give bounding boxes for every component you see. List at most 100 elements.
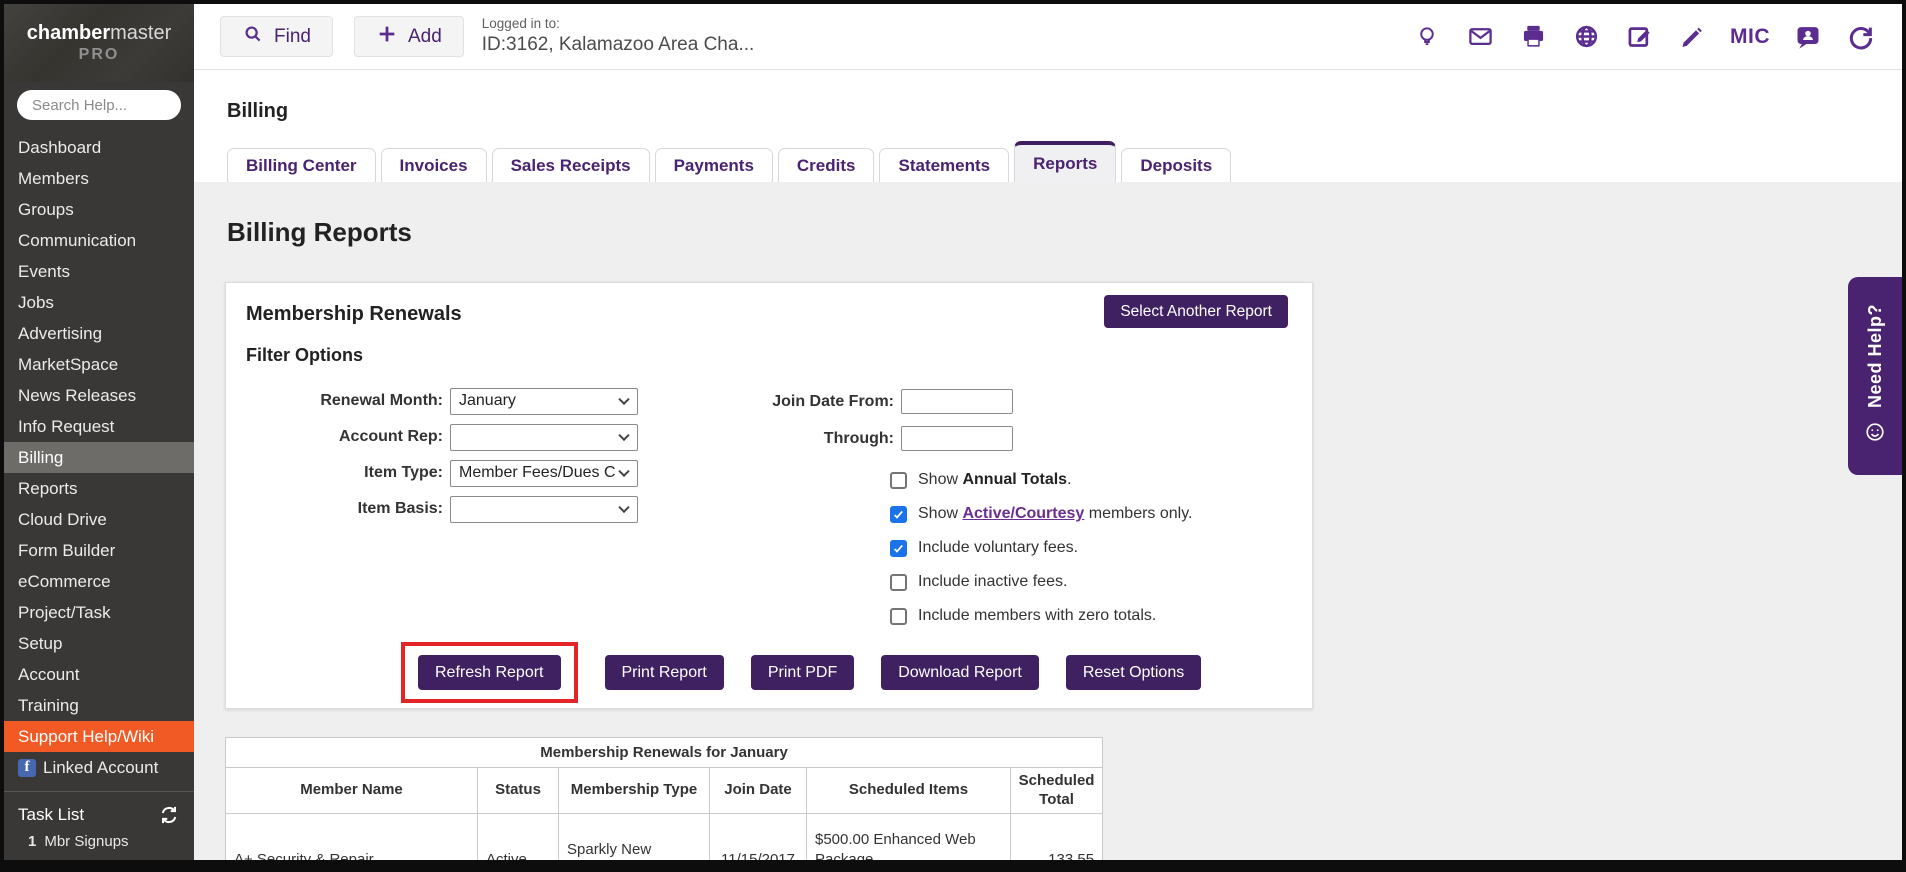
- need-help-label: Need Help?: [1864, 304, 1885, 409]
- task-list-item[interactable]: 1 Mbr Signups: [18, 833, 180, 850]
- sidebar-item-billing[interactable]: Billing: [4, 442, 194, 473]
- account-rep-label: Account Rep:: [339, 428, 443, 445]
- show-active-courtesy-checkbox[interactable]: [890, 505, 907, 523]
- printer-icon[interactable]: [1518, 22, 1548, 52]
- logo-text: chambermaster: [26, 22, 172, 44]
- download-report-button[interactable]: Download Report: [881, 655, 1039, 690]
- tab-sales-receipts[interactable]: Sales Receipts: [491, 148, 650, 182]
- topbar: Find Add Logged in to: ID:3162, Kalamazo…: [194, 4, 1902, 70]
- sidebar-item-advertising[interactable]: Advertising: [18, 324, 103, 343]
- sidebar-item-ecommerce[interactable]: eCommerce: [18, 572, 111, 591]
- logo-pro-label: PRO: [78, 46, 120, 63]
- sidebar-item-jobs[interactable]: Jobs: [18, 293, 54, 312]
- reset-options-button[interactable]: Reset Options: [1065, 655, 1202, 690]
- sidebar-divider: [4, 791, 194, 792]
- sidebar-item-reports[interactable]: Reports: [18, 479, 78, 498]
- membership-renewals-table: Membership Renewals for January Member N…: [224, 737, 1104, 860]
- globe-icon[interactable]: [1571, 22, 1601, 52]
- sidebar-item-linked-account[interactable]: f Linked Account: [4, 752, 194, 783]
- sidebar-item-support-help-wiki[interactable]: Support Help/Wiki: [4, 721, 194, 752]
- sync-icon[interactable]: [158, 804, 180, 826]
- lightbulb-icon[interactable]: [1412, 22, 1442, 52]
- refresh-icon[interactable]: [1846, 22, 1876, 52]
- tab-deposits[interactable]: Deposits: [1121, 148, 1232, 182]
- tab-payments[interactable]: Payments: [654, 148, 773, 182]
- sidebar-item-marketspace[interactable]: MarketSpace: [18, 355, 119, 374]
- logged-in-prefix: Logged in to:: [481, 16, 560, 32]
- join-date-from-input[interactable]: [901, 389, 1013, 414]
- sidebar-item-training[interactable]: Training: [18, 696, 79, 715]
- sidebar-item-cloud-drive[interactable]: Cloud Drive: [18, 510, 107, 529]
- smiley-icon: [1864, 421, 1886, 448]
- col-member-name: Member Name: [225, 767, 478, 814]
- item-type-select[interactable]: Member Fees/Dues C: [450, 459, 638, 487]
- sidebar-item-setup[interactable]: Setup: [18, 634, 63, 653]
- account-rep-select[interactable]: [450, 423, 638, 451]
- item-basis-label: Item Basis:: [357, 500, 443, 517]
- report-filter-panel: Membership Renewals Select Another Repor…: [225, 282, 1313, 709]
- item-basis-select[interactable]: [450, 495, 638, 523]
- col-membership-type: Membership Type: [558, 767, 710, 814]
- chat-person-icon[interactable]: [1793, 22, 1823, 52]
- col-scheduled-items: Scheduled Items: [806, 767, 1011, 814]
- sidebar-item-communication[interactable]: Communication: [18, 231, 137, 250]
- col-status: Status: [477, 767, 559, 814]
- cell-member-name: A+ Security & Repair: [225, 813, 478, 860]
- include-inactive-fees-checkbox[interactable]: [890, 573, 907, 591]
- include-voluntary-fees-checkbox[interactable]: [890, 539, 907, 557]
- through-label: Through:: [823, 429, 894, 447]
- need-help-tab[interactable]: Need Help?: [1848, 277, 1902, 475]
- sidebar-item-members[interactable]: Members: [18, 169, 89, 188]
- section-title: Billing: [227, 100, 289, 122]
- find-button[interactable]: Find: [220, 16, 333, 57]
- tab-credits[interactable]: Credits: [777, 148, 875, 182]
- show-annual-totals-checkbox[interactable]: [890, 471, 907, 489]
- filter-form-right: Join Date From: Through:: [676, 383, 1013, 457]
- sidebar-item-account[interactable]: Account: [18, 665, 80, 684]
- tab-billing-center[interactable]: Billing Center: [227, 148, 376, 182]
- mic-label[interactable]: MIC: [1730, 24, 1770, 48]
- checkbox-label: Show Annual Totals.: [918, 471, 1072, 488]
- sidebar-item-form-builder[interactable]: Form Builder: [18, 541, 116, 560]
- sidebar: chambermaster PRO Dashboard Members Grou…: [4, 4, 194, 860]
- chevron-down-icon: [618, 429, 630, 442]
- cell-scheduled-items: $500.00 Enhanced Web Package $1102.50 Me…: [806, 813, 1011, 860]
- item-type-label: Item Type:: [364, 464, 443, 481]
- find-label: Find: [274, 25, 311, 47]
- pencil-icon[interactable]: [1677, 22, 1707, 52]
- cell-join-date: 11/15/2017: [709, 813, 807, 860]
- include-zero-totals-checkbox[interactable]: [890, 607, 907, 625]
- sidebar-item-groups[interactable]: Groups: [18, 200, 74, 219]
- table-title: Membership Renewals for January: [224, 737, 1104, 768]
- tab-reports[interactable]: Reports: [1014, 141, 1117, 182]
- active-courtesy-link[interactable]: Active/Courtesy: [962, 505, 1085, 522]
- renewal-month-label: Renewal Month:: [320, 392, 443, 409]
- print-report-button[interactable]: Print Report: [604, 655, 724, 690]
- compose-icon[interactable]: [1624, 22, 1654, 52]
- page-title: Billing Reports: [227, 217, 412, 247]
- cell-status: Active: [477, 813, 559, 860]
- print-pdf-button[interactable]: Print PDF: [750, 655, 855, 690]
- refresh-report-highlight: Refresh Report: [401, 642, 578, 703]
- checkbox-label: Show Active/Courtesy members only.: [918, 505, 1193, 522]
- select-another-report-button[interactable]: Select Another Report: [1104, 295, 1288, 328]
- refresh-report-button[interactable]: Refresh Report: [418, 655, 561, 690]
- through-input[interactable]: [901, 426, 1013, 451]
- facebook-icon: f: [18, 758, 36, 777]
- sidebar-item-info-request[interactable]: Info Request: [18, 417, 115, 436]
- linked-account-label: Linked Account: [43, 758, 159, 777]
- tab-statements[interactable]: Statements: [879, 148, 1010, 182]
- logged-in-value: ID:3162, Kalamazoo Area Cha...: [481, 34, 755, 56]
- sidebar-item-events[interactable]: Events: [18, 262, 70, 281]
- renewal-month-select[interactable]: January: [450, 387, 638, 415]
- sidebar-item-project-task[interactable]: Project/Task: [18, 603, 111, 622]
- sidebar-item-news-releases[interactable]: News Releases: [18, 386, 137, 405]
- sidebar-nav: Dashboard Members Groups Communication E…: [4, 132, 194, 783]
- sidebar-item-dashboard[interactable]: Dashboard: [18, 138, 102, 157]
- envelope-icon[interactable]: [1465, 22, 1495, 52]
- col-scheduled-total: Scheduled Total: [1009, 767, 1104, 814]
- tab-invoices[interactable]: Invoices: [380, 148, 487, 182]
- add-button[interactable]: Add: [353, 16, 464, 57]
- table-row: A+ Security & Repair Active Sparkly New …: [225, 813, 1104, 860]
- search-help-input[interactable]: [17, 90, 181, 120]
